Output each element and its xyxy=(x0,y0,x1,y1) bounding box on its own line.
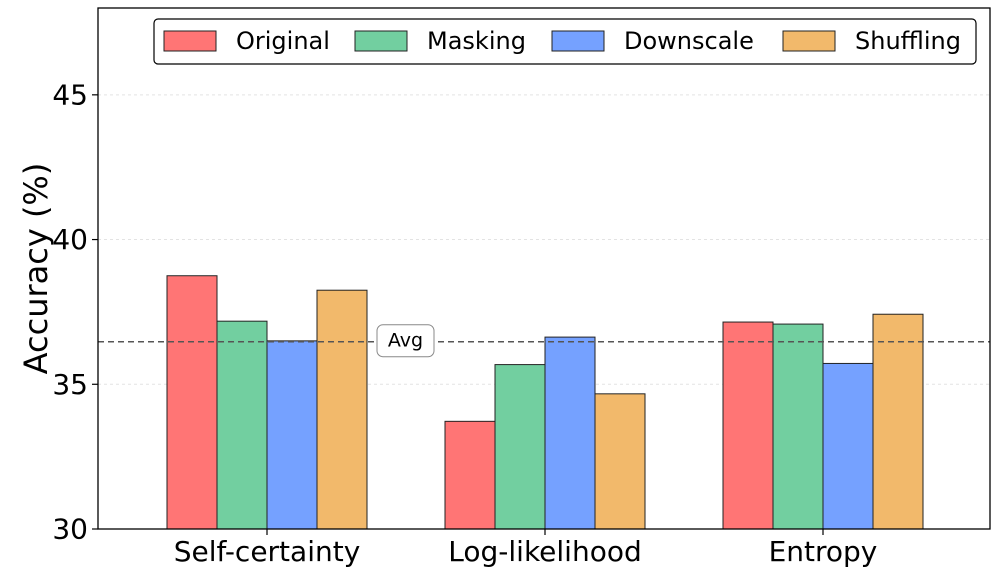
bar-original-0 xyxy=(166,275,218,530)
x-tick-label: Self-certainty xyxy=(174,535,361,568)
bar-downscale-2 xyxy=(822,362,874,530)
legend-swatch-original xyxy=(163,30,217,52)
bars xyxy=(166,275,924,530)
bar-original-2 xyxy=(722,321,774,530)
avg-label-box xyxy=(376,324,435,358)
bar-shuffling-0 xyxy=(316,289,368,530)
y-axis-title: Accuracy (%) xyxy=(17,163,55,375)
legend-label-masking: Masking xyxy=(427,27,526,55)
plot-frame xyxy=(97,7,991,530)
legend: Original Masking Downscale Shuffling xyxy=(153,18,977,65)
y-tick-label: 30 xyxy=(52,513,88,546)
x-tick-label: Entropy xyxy=(769,535,878,568)
bar-masking-2 xyxy=(772,323,824,530)
legend-label-downscale: Downscale xyxy=(624,27,754,55)
legend-swatch-shuffling xyxy=(782,30,836,52)
y-axis-ticks: 30 35 40 45 xyxy=(52,78,98,546)
bar-shuffling-2 xyxy=(872,313,924,530)
x-tick-label: Log-likelihood xyxy=(448,535,641,568)
bar-original-1 xyxy=(444,420,496,530)
bar-downscale-1 xyxy=(544,336,596,530)
legend-label-original: Original xyxy=(236,27,330,55)
avg-label: Avg xyxy=(388,330,423,352)
bar-shuffling-1 xyxy=(594,393,646,530)
avg-reference: Avg xyxy=(98,324,990,358)
bar-masking-1 xyxy=(494,364,546,530)
bar-masking-0 xyxy=(216,320,268,530)
bar-downscale-0 xyxy=(266,340,318,530)
y-tick-label: 35 xyxy=(52,368,88,401)
legend-swatch-masking xyxy=(354,30,408,52)
legend-label-shuffling: Shuffling xyxy=(855,27,961,55)
y-tick-label: 45 xyxy=(52,78,88,111)
legend-swatch-downscale xyxy=(551,30,605,52)
y-tick-label: 40 xyxy=(52,223,88,256)
x-axis-ticks: Self-certainty Log-likelihood Entropy xyxy=(174,529,878,568)
